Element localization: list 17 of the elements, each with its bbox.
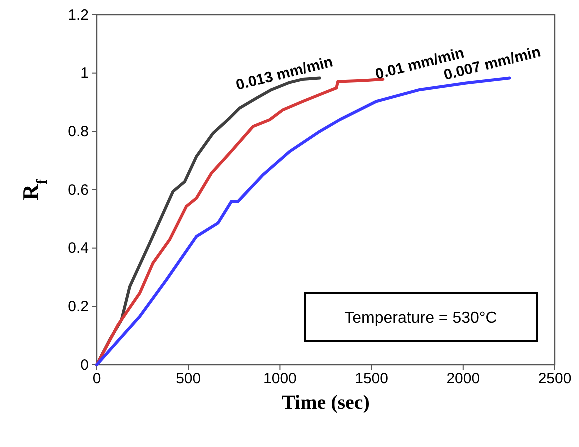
y-tick-label: 1.2 <box>68 6 89 24</box>
x-axis-title: Time (sec) <box>282 392 370 414</box>
text: 0.013 mm/min <box>234 54 335 94</box>
annotation: Temperature = 530°C <box>344 310 498 327</box>
x-tick-label: 2500 <box>538 370 572 388</box>
y-tick-label: 1 <box>80 65 89 82</box>
x-tick-label: 2000 <box>446 370 480 388</box>
y-tick-label: 0.4 <box>68 240 89 258</box>
note-box: Temperature = 530°C <box>304 292 538 342</box>
y-tick-label: 0.8 <box>68 123 89 140</box>
y-tick-label: 0 <box>80 356 89 374</box>
x-tick-label: 1000 <box>264 370 297 388</box>
x-tick-label: 500 <box>176 370 202 388</box>
y-tick-label: 0.6 <box>68 182 89 199</box>
x-tick-label: 0 <box>92 370 102 388</box>
y-tick-label: 0.2 <box>68 298 89 316</box>
x-tick-label: 1500 <box>355 370 388 388</box>
